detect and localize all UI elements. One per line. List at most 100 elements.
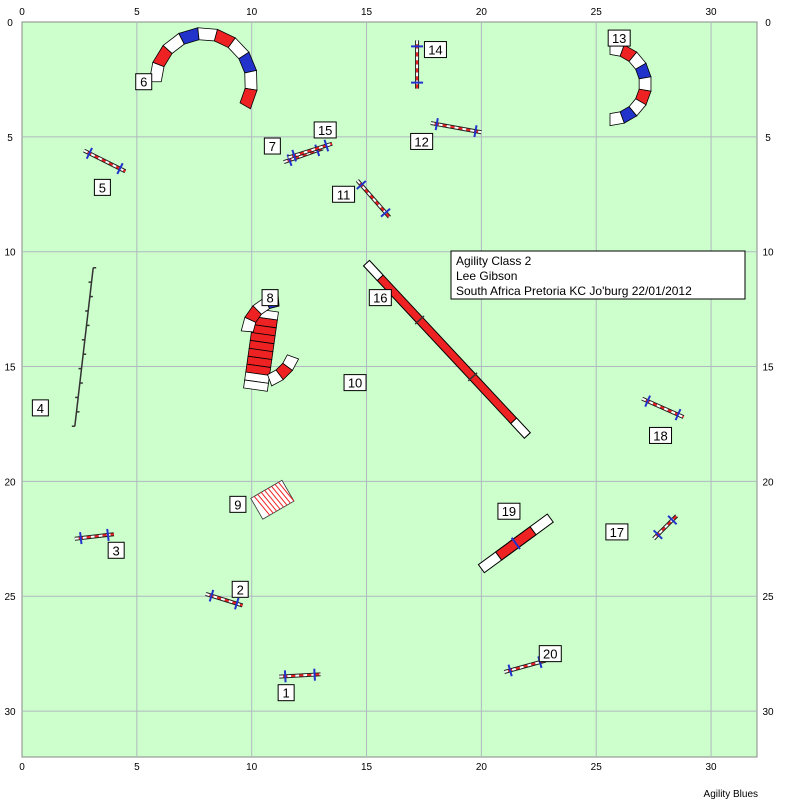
label-box: [261, 289, 279, 307]
jump-1: [279, 668, 321, 683]
label-box: [93, 178, 111, 196]
tunnel-segment: [267, 369, 284, 387]
y-tick-label-left: 5: [7, 133, 13, 144]
jump-2: [205, 589, 244, 610]
axis-right: 0 5 10 15 20 25 30: [762, 18, 774, 718]
label-text: 7: [269, 139, 276, 154]
jump-wing: [234, 597, 240, 610]
y-tick-label-left: 15: [4, 363, 16, 374]
obstacle-label-16: 16: [368, 289, 392, 307]
obstacle-label-11: 11: [332, 185, 356, 203]
tunnel-8: [243, 308, 279, 392]
label-box: [368, 289, 392, 307]
obstacle-label-2: 2: [231, 580, 249, 598]
label-box: [410, 132, 434, 150]
label-box: [277, 684, 295, 702]
tire-hatch: [271, 486, 288, 506]
label-text: 6: [140, 75, 147, 90]
label-text: 5: [99, 180, 106, 195]
obstacle-label-4: 4: [31, 399, 49, 417]
obstacle-label-17: 17: [605, 523, 629, 541]
jump-stripe-white: [430, 122, 482, 134]
label-text: 4: [37, 401, 44, 416]
obstacle-label-7: 7: [263, 137, 281, 155]
label-text: 20: [543, 647, 557, 662]
label-box: [605, 523, 629, 541]
label-box: [135, 73, 153, 91]
obstacle-label-9: 9: [229, 495, 247, 513]
tire-hatch: [253, 496, 271, 516]
jump-wing: [667, 515, 678, 526]
jump-5: [83, 147, 127, 175]
jump-wing: [106, 528, 110, 541]
dogwalk-contact-start: [362, 259, 384, 282]
x-tick-label-bottom: 30: [706, 762, 718, 773]
tire-hatch: [267, 488, 284, 508]
obstacle-label-3: 3: [107, 541, 125, 559]
obstacle-label-20: 20: [538, 645, 562, 663]
obstacle-label-1: 1: [277, 684, 295, 702]
y-tick-label-right: 20: [762, 477, 774, 488]
x-tick-label-bottom: 25: [591, 762, 603, 773]
jump-wing: [434, 118, 439, 131]
jump-12: [430, 118, 482, 138]
jump-3: [74, 528, 115, 545]
label-text: 15: [318, 123, 332, 138]
dogwalk-support: [467, 372, 478, 382]
jump-wing: [313, 668, 316, 681]
jump-17: [652, 514, 679, 541]
jump-wing: [85, 147, 93, 160]
label-box: [107, 541, 125, 559]
footer-brand: Agility Blues: [703, 789, 758, 800]
tire-hatch: [257, 494, 274, 514]
tunnel-13: [609, 41, 652, 127]
seesaw-19: [477, 513, 554, 574]
label-text: 12: [414, 134, 428, 149]
y-tick-label-right: 10: [762, 248, 774, 259]
label-text: 18: [653, 428, 667, 443]
tire-9: [250, 479, 295, 520]
x-tick-label-top: 10: [246, 7, 258, 18]
x-tick-label-top: 0: [19, 7, 25, 18]
weave-4: [71, 267, 97, 427]
obstacle-label-13: 13: [607, 29, 631, 47]
y-tick-label-right: 30: [762, 707, 774, 718]
x-tick-label-top: 20: [476, 7, 488, 18]
x-tick-label-bottom: 5: [134, 762, 140, 773]
arena-field: [21, 21, 758, 758]
y-tick-label-left: 0: [7, 18, 13, 29]
obstacle-label-15: 15: [313, 121, 337, 139]
axis-left: 0 5 10 15 20 25 30: [4, 18, 16, 718]
jump-11: [355, 179, 392, 219]
info-event: South Africa Pretoria KC Jo'burg 22/01/2…: [456, 284, 692, 298]
jump-wing: [652, 529, 663, 540]
dogwalk-plank: [362, 259, 531, 439]
label-text: 10: [348, 376, 362, 391]
y-tick-label-right: 15: [762, 363, 774, 374]
label-text: 13: [612, 31, 626, 46]
dogwalk-16: [362, 259, 531, 439]
y-tick-label-right: 25: [762, 592, 774, 603]
label-text: 3: [113, 543, 120, 558]
x-tick-label-bottom: 15: [361, 762, 373, 773]
tire-hatch: [278, 482, 295, 502]
label-box: [649, 426, 673, 444]
jump-wing: [380, 208, 391, 218]
weave-base: [74, 267, 94, 427]
label-text: 9: [234, 497, 241, 512]
jump-wing: [473, 125, 478, 138]
jump-wing: [674, 408, 682, 421]
jump-wing: [507, 664, 513, 677]
jump-stripe-red: [504, 659, 546, 673]
label-text: 11: [337, 187, 351, 202]
tunnel-8-mouth2: [243, 379, 269, 392]
jump-wing: [283, 670, 287, 683]
y-tick-label-left: 30: [4, 707, 16, 718]
seesaw-pivot: [510, 537, 521, 550]
x-tick-label-bottom: 10: [246, 762, 258, 773]
tunnel-segment: [244, 69, 258, 91]
x-tick-label-bottom: 0: [19, 762, 25, 773]
label-text: 14: [428, 43, 442, 58]
y-tick-label-left: 25: [4, 592, 16, 603]
